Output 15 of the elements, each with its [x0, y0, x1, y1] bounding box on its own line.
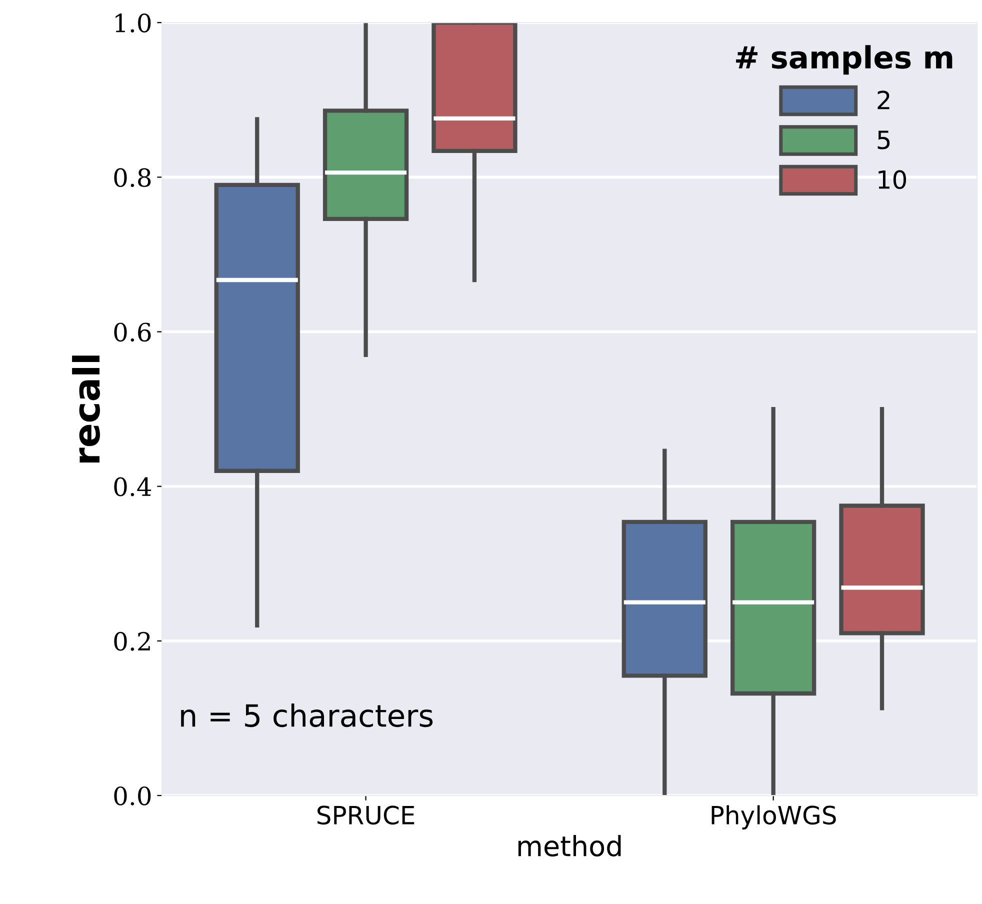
y-tick-label: 0.8: [114, 168, 151, 188]
y-tick-label: 0.2: [114, 632, 150, 651]
legend-label: 2: [878, 90, 890, 110]
legend-label: 5: [878, 130, 890, 150]
x-axis-title: method: [518, 834, 621, 856]
y-axis-title: recall: [72, 356, 100, 462]
x-tick-label: SPRUCE: [318, 806, 414, 825]
y-tick-label: 1.0: [116, 14, 151, 32]
legend-title: # samples m: [736, 45, 952, 75]
y-tick-label: 0.0: [114, 786, 151, 806]
annotation: n = 5 characters: [181, 703, 433, 728]
x-tick-label: PhyloWGS: [712, 805, 836, 830]
y-tick-label: 0.4: [114, 477, 152, 496]
legend-label: 10: [878, 170, 906, 190]
y-tick-label: 0.6: [114, 322, 151, 342]
